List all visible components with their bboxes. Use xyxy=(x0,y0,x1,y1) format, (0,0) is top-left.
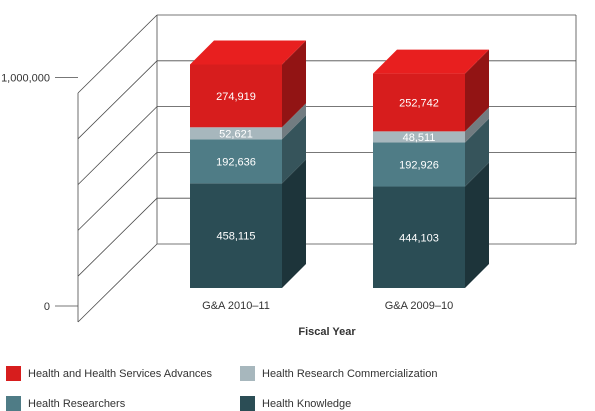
legend-swatch xyxy=(6,396,21,411)
bar-segment-side xyxy=(465,118,489,187)
bar-segment-front xyxy=(190,64,282,128)
bar-segment-side xyxy=(465,107,489,143)
data-label: 274,919 xyxy=(216,91,256,103)
bar-segment-front xyxy=(373,131,465,143)
bar-segment-top xyxy=(373,49,489,74)
data-label: 48,511 xyxy=(403,132,436,144)
legend: Health and Health Services Advances Healt… xyxy=(6,366,437,411)
bar-segment-top xyxy=(190,40,306,65)
bar-segment-side xyxy=(282,40,306,128)
y-tick-label: 0 xyxy=(44,301,50,313)
bar-segment-front xyxy=(373,142,465,187)
bar-segment-side xyxy=(465,49,489,132)
legend-label: Health Research Commercialization xyxy=(262,368,437,380)
legend-label: Health and Health Services Advances xyxy=(28,368,213,380)
labels: 458,115 192,636 52,621 274,919 G&A 2010–11 44… xyxy=(202,91,453,312)
legend-swatch xyxy=(6,366,21,381)
side-gridline xyxy=(77,14,158,94)
side-gridline xyxy=(77,243,158,323)
data-label: 458,115 xyxy=(217,231,256,243)
bars xyxy=(190,40,489,288)
x-tick-label: G&A 2010–11 xyxy=(202,300,270,312)
x-tick-label: G&A 2009–10 xyxy=(385,300,454,312)
y-tick-label: 1,000,000 xyxy=(1,73,50,85)
bar-segment-front xyxy=(190,183,282,288)
data-label: 192,926 xyxy=(399,159,439,171)
bar-segment-side xyxy=(282,159,306,288)
data-label: 444,103 xyxy=(399,232,439,244)
bar-segment-front xyxy=(190,139,282,184)
legend-swatch xyxy=(240,396,255,411)
bar-segment-front xyxy=(373,186,465,288)
side-gridline xyxy=(77,197,158,277)
legend-label: Health Knowledge xyxy=(262,398,351,410)
data-label: 192,636 xyxy=(216,156,256,168)
side-gridline xyxy=(77,106,158,185)
bar-segment-side xyxy=(282,115,306,184)
bar-segment-front xyxy=(373,73,465,132)
bar-segment-front xyxy=(190,127,282,140)
legend-label: Health Researchers xyxy=(28,398,126,410)
legend-swatch xyxy=(240,366,255,381)
bar-segment-side xyxy=(282,103,306,140)
data-label: 52,621 xyxy=(219,128,253,140)
side-gridline xyxy=(77,152,158,231)
bar-segment-side xyxy=(465,162,489,288)
side-gridline xyxy=(77,60,158,140)
data-label: 252,742 xyxy=(399,97,439,109)
x-axis-label: Fiscal Year xyxy=(298,326,356,338)
